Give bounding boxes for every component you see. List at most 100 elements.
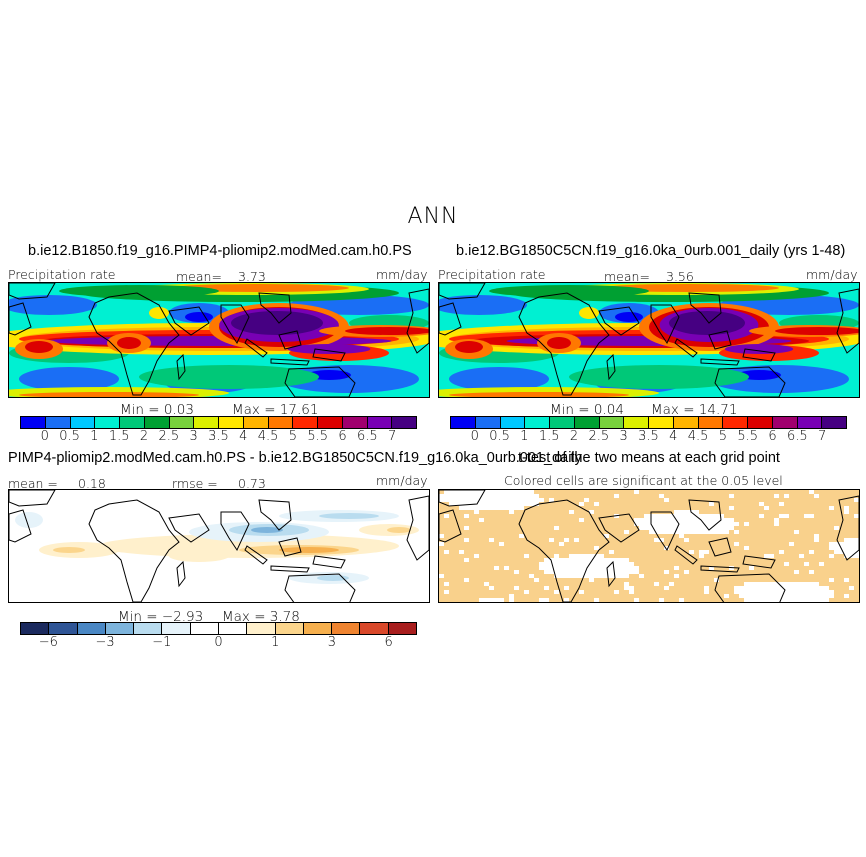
nonsignificant-cell (709, 522, 714, 526)
colorbar-cell (318, 417, 343, 428)
nonsignificant-cell (509, 594, 514, 598)
nonsignificant-cell (659, 530, 664, 534)
nonsignificant-cell (504, 502, 509, 506)
nonsignificant-cell (459, 506, 464, 510)
nonsignificant-cell (494, 506, 499, 510)
nonsignificant-cell (554, 558, 559, 562)
coastline (742, 555, 776, 569)
nonsignificant-cell (774, 590, 779, 594)
nonsignificant-cell (504, 506, 509, 510)
nonsignificant-cell (584, 562, 589, 566)
nonsignificant-cell (644, 518, 649, 522)
precip-contour (9, 295, 97, 315)
nonsignificant-cell (769, 586, 774, 590)
nonsignificant-cell (734, 530, 739, 534)
nonsignificant-cell (579, 558, 584, 562)
nonsignificant-cell (459, 498, 464, 502)
nonsignificant-cell (794, 598, 799, 602)
panel-4-significance-note: Colored cells are significant at the 0.0… (504, 473, 783, 488)
colorbar-tick-label: 4 (669, 429, 678, 444)
nonsignificant-cell (769, 554, 774, 558)
nonsignificant-cell (774, 598, 779, 602)
nonsignificant-cell (779, 590, 784, 594)
colorbar-tick-label: 2.5 (588, 429, 610, 444)
colorbar-tick-label: 2 (139, 429, 149, 444)
precip-field-1 (9, 283, 429, 397)
figure-title: ANN (407, 204, 459, 229)
nonsignificant-cell (564, 586, 569, 590)
nonsignificant-cell (564, 562, 569, 566)
nonsignificant-cell (789, 542, 794, 546)
precip-contour (455, 341, 483, 353)
nonsignificant-cell (524, 502, 529, 506)
coastline (742, 348, 776, 362)
nonsignificant-cell (814, 598, 819, 602)
nonsignificant-cell (769, 598, 774, 602)
nonsignificant-cell (679, 522, 684, 526)
nonsignificant-cell (719, 530, 724, 534)
panel-1-units: mm/day (376, 267, 428, 282)
nonsignificant-cell (714, 526, 719, 530)
nonsignificant-cell (724, 526, 729, 530)
nonsignificant-cell (529, 490, 534, 494)
nonsignificant-cell (634, 522, 639, 526)
coastline (518, 292, 610, 396)
nonsignificant-cell (444, 582, 449, 586)
nonsignificant-cell (639, 574, 644, 578)
nonsignificant-cell (784, 514, 789, 518)
nonsignificant-cell (624, 570, 629, 574)
nonsignificant-cell (444, 590, 449, 594)
nonsignificant-cell (609, 566, 614, 570)
nonsignificant-cell (784, 562, 789, 566)
colorbar-tick-label: −1 (152, 635, 172, 650)
nonsignificant-cell (704, 550, 709, 554)
panel-1-mean-value: 3.73 (238, 269, 266, 284)
nonsignificant-cell (779, 582, 784, 586)
nonsignificant-cell (674, 526, 679, 530)
nonsignificant-cell (589, 570, 594, 574)
difference-contour (169, 550, 229, 562)
precip-contour (449, 367, 549, 391)
nonsignificant-cell (484, 490, 489, 494)
colorbar-cell (360, 623, 389, 634)
nonsignificant-cell (709, 518, 714, 522)
nonsignificant-cell (784, 590, 789, 594)
nonsignificant-cell (509, 498, 514, 502)
nonsignificant-cell (644, 514, 649, 518)
nonsignificant-cell (729, 522, 734, 526)
nonsignificant-cell (814, 582, 819, 586)
nonsignificant-cell (504, 490, 509, 494)
nonsignificant-cell (479, 502, 484, 506)
nonsignificant-cell (499, 498, 504, 502)
precip-contour (19, 392, 199, 397)
nonsignificant-cell (504, 566, 509, 570)
precip-contour (775, 327, 859, 335)
nonsignificant-cell (819, 594, 824, 598)
coastline (220, 511, 250, 552)
nonsignificant-cell (684, 570, 689, 574)
colorbar-cell (194, 417, 219, 428)
nonsignificant-cell (744, 522, 749, 526)
nonsignificant-cell (594, 546, 599, 550)
panel-2-colorbar (450, 416, 847, 429)
nonsignificant-cell (604, 574, 609, 578)
colorbar-cell (392, 417, 416, 428)
nonsignificant-cell (579, 554, 584, 558)
nonsignificant-cell (529, 494, 534, 498)
colorbar-tick-label: 0 (470, 429, 479, 444)
nonsignificant-cell (609, 574, 614, 578)
difference-contour (251, 527, 283, 533)
nonsignificant-cell (794, 570, 799, 574)
nonsignificant-cell (469, 490, 474, 494)
nonsignificant-cell (494, 490, 499, 494)
nonsignificant-cell (814, 594, 819, 598)
nonsignificant-cell (479, 598, 484, 602)
nonsignificant-cell (684, 530, 689, 534)
nonsignificant-cell (464, 558, 469, 562)
colorbar-cell (105, 623, 135, 634)
nonsignificant-cell (489, 586, 494, 590)
nonsignificant-cell (759, 582, 764, 586)
nonsignificant-cell (569, 558, 574, 562)
coastline (714, 366, 786, 397)
nonsignificant-cell (849, 538, 854, 542)
